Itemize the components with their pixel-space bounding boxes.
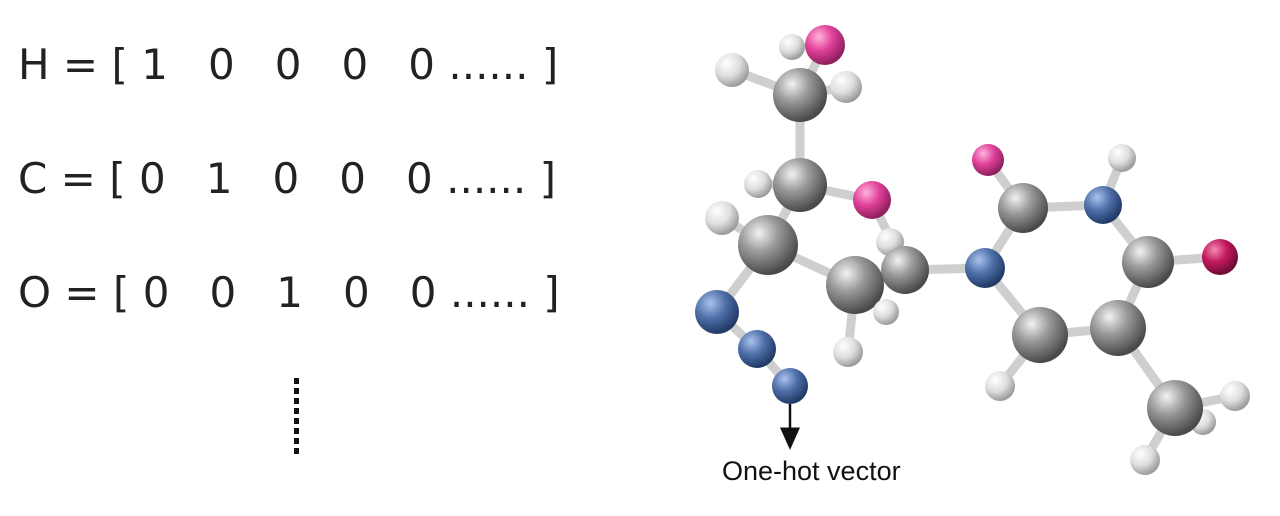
oxygen-atom: [853, 181, 891, 219]
atoms: [695, 25, 1250, 475]
hydrogen-atom: [873, 299, 899, 325]
oxygen-atom: [972, 144, 1004, 176]
hydrogen-atom: [779, 34, 805, 60]
hydrogen-atom: [1130, 445, 1160, 475]
carbon-atom: [773, 158, 827, 212]
nitrogen-atom: [695, 290, 739, 334]
hydrogen-atom: [1108, 144, 1136, 172]
carbon-one-hot-vector: C = [ 0 1 0 0 0 ...... ]: [18, 154, 556, 203]
oxygen-one-hot-vector: O = [ 0 0 1 0 0 ...... ]: [18, 268, 560, 317]
hydrogen-one-hot-vector: H = [ 1 0 0 0 0 ...... ]: [18, 40, 559, 89]
carbon-atom: [773, 68, 827, 122]
oxygen-atom: [805, 25, 845, 65]
carbon-atom: [738, 215, 798, 275]
hydrogen-atom: [1220, 381, 1250, 411]
carbon-atom: [1012, 307, 1068, 363]
nitrogen-atom: [738, 330, 776, 368]
carbon-atom: [826, 256, 884, 314]
hydrogen-atom: [830, 71, 862, 103]
one-hot-vector-caption: One-hot vector: [722, 456, 901, 486]
hydrogen-atom: [744, 170, 772, 198]
carbon-atom: [881, 246, 929, 294]
nitrogen-atom: [965, 248, 1005, 288]
carbonyl-oxygen-atom: [1202, 239, 1238, 275]
carbon-atom: [1147, 380, 1203, 436]
vertical-ellipsis: [294, 378, 300, 458]
nitrogen-atom: [1084, 186, 1122, 224]
carbon-atom: [998, 183, 1048, 233]
hydrogen-atom: [705, 201, 739, 235]
hydrogen-atom: [833, 337, 863, 367]
carbon-atom: [1122, 236, 1174, 288]
hydrogen-atom: [715, 53, 749, 87]
nitrogen-atom: [772, 368, 808, 404]
carbon-atom: [1090, 300, 1146, 356]
hydrogen-atom: [985, 371, 1015, 401]
